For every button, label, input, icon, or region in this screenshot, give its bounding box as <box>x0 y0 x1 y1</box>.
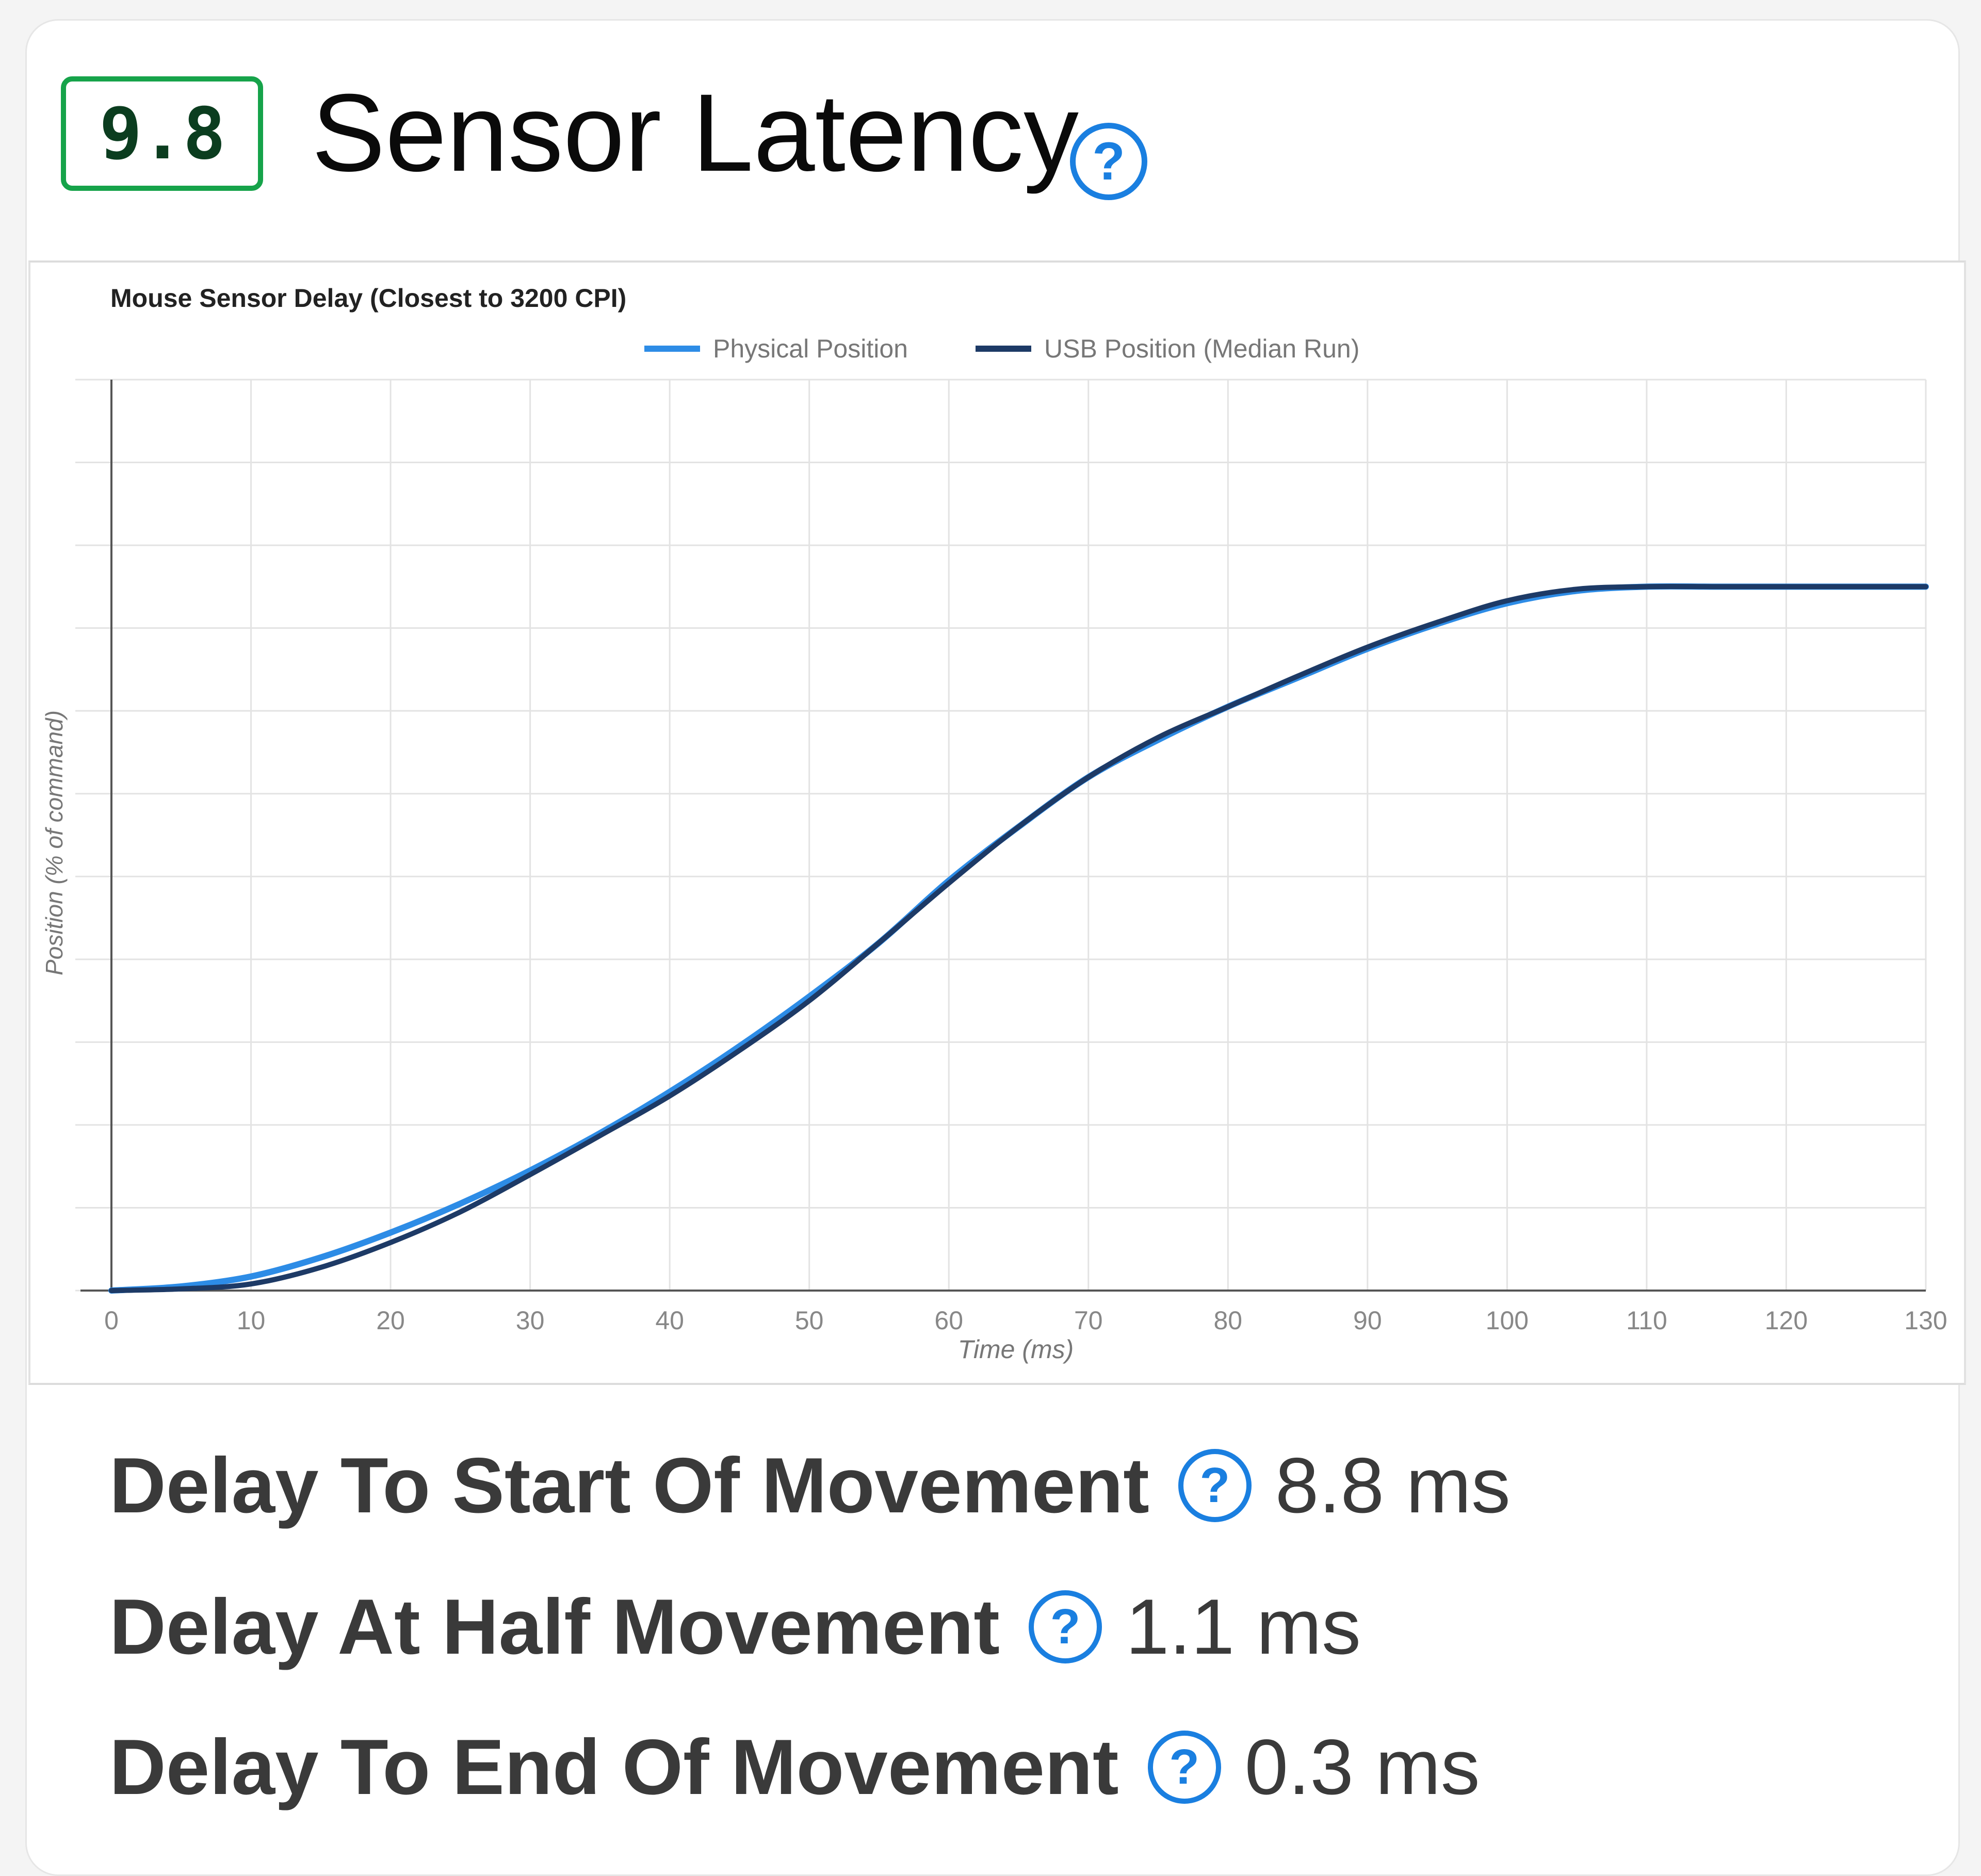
x-tick-label: 130 <box>1904 1306 1947 1335</box>
series-line-physical-position <box>108 583 1929 1294</box>
x-tick-label: 120 <box>1765 1306 1808 1335</box>
x-axis-label: Time (ms) <box>958 1335 1074 1364</box>
question-circle-icon[interactable]: ? <box>1178 1449 1252 1522</box>
stat-value: 0.3 ms <box>1244 1723 1480 1811</box>
x-tick-label: 60 <box>934 1306 963 1335</box>
x-tick-label: 90 <box>1353 1306 1382 1335</box>
chart-series <box>108 583 1929 1294</box>
stat-row-end: Delay To End Of Movement ? 0.3 ms <box>109 1716 1480 1819</box>
help-glyph: ? <box>1050 1599 1081 1654</box>
card-header: 9.8 Sensor Latency ? <box>27 21 1958 260</box>
section-title: Sensor Latency <box>312 71 1079 194</box>
stat-row-start: Delay To Start Of Movement ? 8.8 ms <box>109 1434 1511 1537</box>
x-tick-label: 100 <box>1486 1306 1529 1335</box>
x-tick-label: 10 <box>237 1306 266 1335</box>
question-circle-icon[interactable]: ? <box>1070 123 1147 200</box>
stat-label: Delay At Half Movement <box>109 1583 1000 1671</box>
x-tick-label: 0 <box>104 1306 119 1335</box>
sensor-latency-card: 9.8 Sensor Latency ? 0 10 20 30 40 50 60 70 80 90… <box>25 19 1966 1876</box>
x-tick-label: 50 <box>795 1306 824 1335</box>
y-axis-label: Position (% of command) <box>41 710 68 975</box>
stat-value: 1.1 ms <box>1125 1583 1361 1671</box>
question-circle-icon[interactable]: ? <box>1147 1731 1221 1804</box>
x-tick-label: 70 <box>1074 1306 1103 1335</box>
x-tick-label: 40 <box>655 1306 684 1335</box>
legend-usb-label: USB Position (Median Run) <box>1044 334 1359 363</box>
x-tick-label: 20 <box>376 1306 405 1335</box>
chart-grid <box>75 379 1927 1292</box>
stat-row-half: Delay At Half Movement ? 1.1 ms <box>109 1575 1361 1678</box>
x-tick-label: 80 <box>1213 1306 1242 1335</box>
x-tick-label: 30 <box>516 1306 545 1335</box>
chart-title: Mouse Sensor Delay (Closest to 3200 CPI) <box>110 284 626 313</box>
legend-physical-label: Physical Position <box>713 334 908 363</box>
help-glyph: ? <box>1199 1458 1230 1513</box>
stat-label: Delay To Start Of Movement <box>109 1441 1149 1529</box>
stat-value: 8.8 ms <box>1275 1441 1511 1529</box>
stat-label: Delay To End Of Movement <box>109 1723 1119 1811</box>
chart-axes: 0 10 20 30 40 50 60 70 80 90 100 110 120 130 <box>80 380 1947 1335</box>
help-glyph: ? <box>1092 131 1125 191</box>
score-badge: 9.8 <box>61 76 263 191</box>
question-circle-icon[interactable]: ? <box>1028 1590 1102 1663</box>
help-glyph: ? <box>1169 1739 1199 1795</box>
chart-svg: 0 10 20 30 40 50 60 70 80 90 100 110 120 130 Mouse Se… <box>41 284 1947 1364</box>
sensor-delay-chart: 0 10 20 30 40 50 60 70 80 90 100 110 120 130 Mouse Se… <box>28 260 1966 1385</box>
chart-legend: Physical Position USB Position (Median R… <box>644 334 1359 363</box>
series-line-usb-position <box>109 584 1928 1293</box>
x-tick-label: 110 <box>1626 1306 1667 1335</box>
